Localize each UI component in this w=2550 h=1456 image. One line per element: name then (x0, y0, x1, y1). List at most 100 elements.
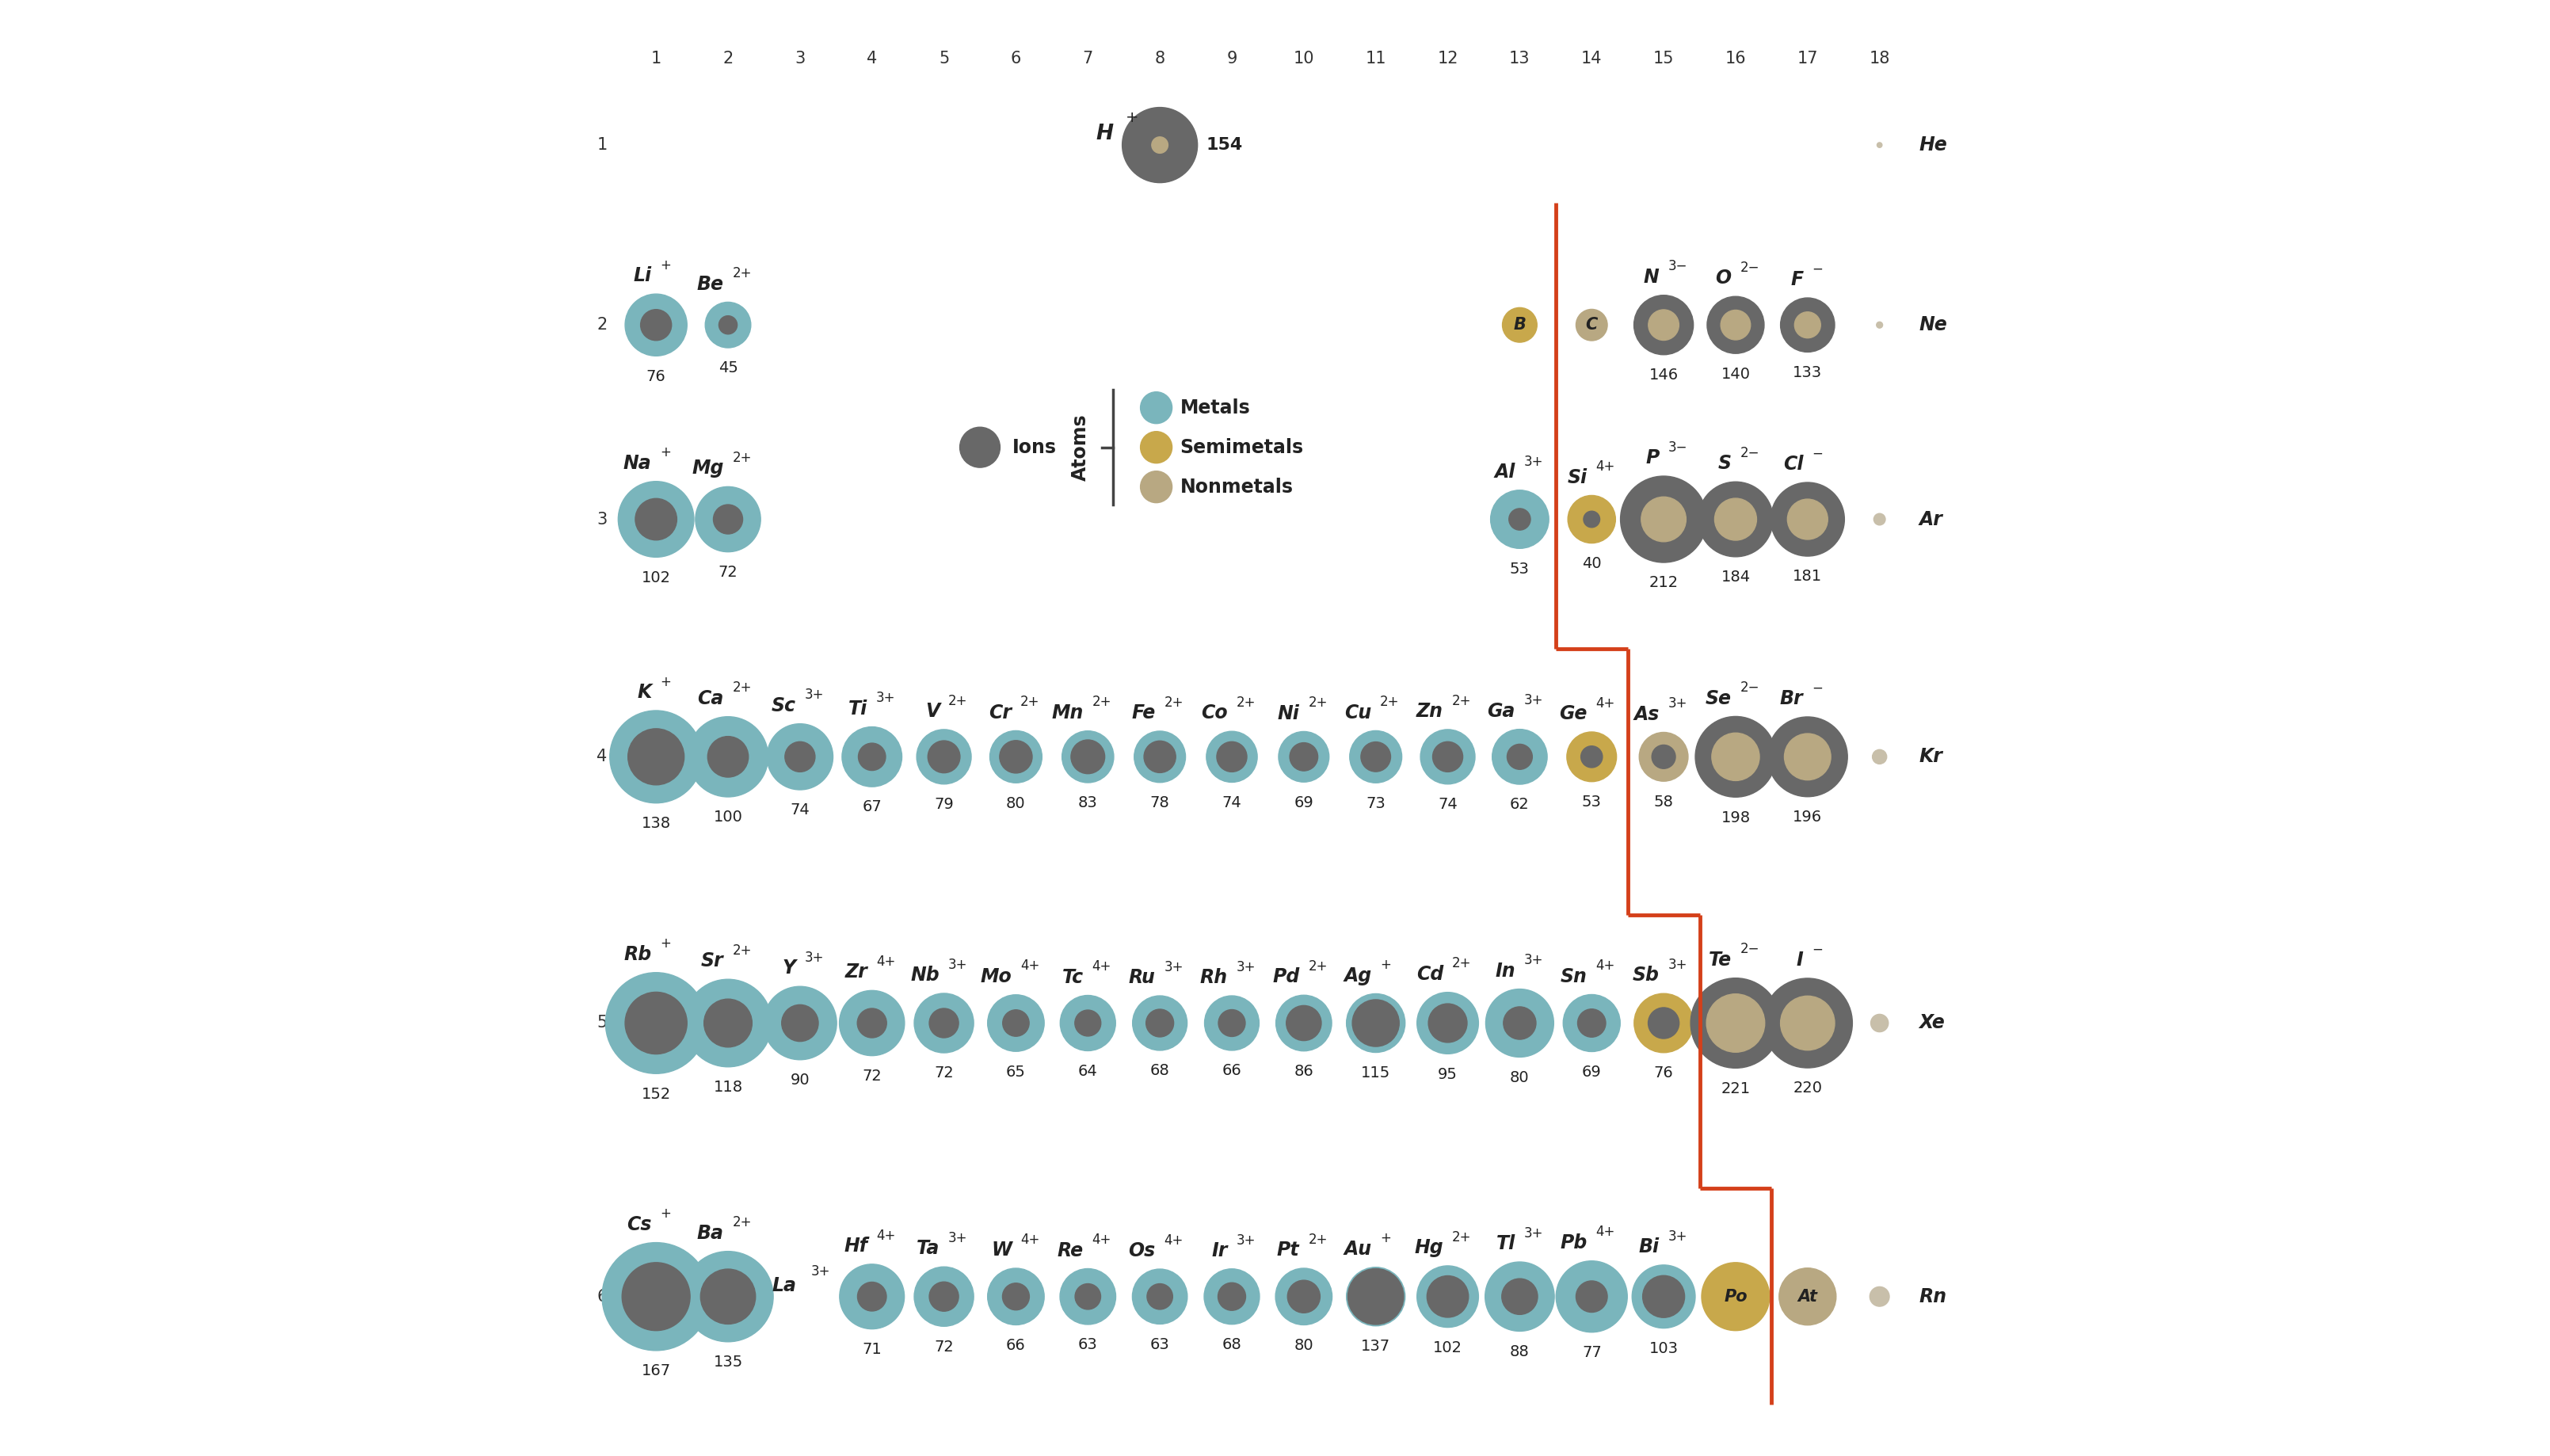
Text: 4+: 4+ (1020, 1232, 1040, 1246)
Circle shape (706, 303, 750, 348)
Circle shape (1061, 996, 1114, 1051)
Text: 69: 69 (1581, 1064, 1601, 1079)
Circle shape (683, 1251, 773, 1342)
Text: Sn: Sn (1561, 967, 1586, 986)
Circle shape (1076, 1010, 1102, 1037)
Text: Ag: Ag (1344, 967, 1372, 986)
Text: 2−: 2− (1739, 680, 1759, 695)
Text: 137: 137 (1362, 1340, 1390, 1354)
Text: 76: 76 (645, 368, 666, 384)
Text: 80: 80 (1293, 1338, 1313, 1353)
Text: Ni: Ni (1278, 703, 1300, 722)
Circle shape (987, 994, 1043, 1051)
Text: Pt: Pt (1278, 1241, 1300, 1259)
Text: Pb: Pb (1561, 1233, 1586, 1252)
Text: O: O (1716, 269, 1731, 288)
Text: 2+: 2+ (949, 693, 966, 708)
Circle shape (1352, 1000, 1400, 1047)
Circle shape (1288, 1280, 1321, 1313)
Text: Metals: Metals (1181, 399, 1250, 418)
Circle shape (617, 482, 694, 558)
Text: 64: 64 (1079, 1064, 1096, 1079)
Circle shape (1418, 993, 1479, 1054)
Text: −: − (1813, 681, 1823, 696)
Text: Pd: Pd (1272, 968, 1300, 987)
Circle shape (1785, 734, 1831, 780)
Text: 63: 63 (1150, 1337, 1170, 1353)
Text: Atoms: Atoms (1071, 414, 1091, 480)
Text: 88: 88 (1510, 1344, 1530, 1360)
Circle shape (1578, 1009, 1606, 1037)
Text: 138: 138 (643, 815, 671, 831)
Text: 2+: 2+ (1308, 1232, 1329, 1246)
Text: 196: 196 (1793, 810, 1823, 824)
Text: 72: 72 (719, 565, 737, 579)
Circle shape (915, 1267, 974, 1326)
Text: 3+: 3+ (1237, 960, 1255, 974)
Circle shape (1206, 731, 1257, 782)
Text: 79: 79 (933, 796, 954, 812)
Text: 67: 67 (862, 799, 882, 815)
Circle shape (841, 727, 903, 786)
Text: 4+: 4+ (877, 955, 895, 968)
Text: 4+: 4+ (1596, 696, 1614, 711)
Text: 2+: 2+ (732, 451, 752, 464)
Circle shape (1872, 750, 1887, 764)
Circle shape (1418, 1265, 1479, 1328)
Text: Semimetals: Semimetals (1181, 438, 1303, 457)
Circle shape (635, 498, 676, 540)
Text: 13: 13 (1510, 51, 1530, 67)
Circle shape (1640, 732, 1688, 782)
Circle shape (1767, 716, 1849, 796)
Text: 3−: 3− (1668, 259, 1688, 274)
Circle shape (1701, 1262, 1770, 1331)
Circle shape (1135, 731, 1186, 782)
Text: 4: 4 (867, 51, 877, 67)
Text: Y: Y (783, 958, 796, 978)
Text: 14: 14 (1581, 51, 1601, 67)
Circle shape (1275, 1268, 1331, 1325)
Text: 4+: 4+ (877, 1229, 895, 1242)
Text: 2+: 2+ (1308, 696, 1329, 711)
Text: +: + (1125, 111, 1140, 125)
Circle shape (1132, 1270, 1188, 1324)
Circle shape (959, 427, 1000, 467)
Text: He: He (1920, 135, 1948, 154)
Text: 62: 62 (1510, 798, 1530, 812)
Text: 3+: 3+ (949, 958, 966, 971)
Text: 2−: 2− (1739, 446, 1759, 460)
Text: 1: 1 (650, 51, 660, 67)
Circle shape (987, 1268, 1043, 1325)
Text: Sb: Sb (1632, 965, 1660, 984)
Circle shape (1153, 137, 1168, 153)
Circle shape (1584, 511, 1599, 527)
Circle shape (915, 993, 974, 1053)
Text: 2+: 2+ (1380, 695, 1400, 709)
Text: Ta: Ta (915, 1239, 938, 1258)
Circle shape (1795, 312, 1821, 338)
Text: 76: 76 (1655, 1066, 1673, 1080)
Text: 4+: 4+ (1165, 1233, 1183, 1248)
Circle shape (688, 716, 768, 796)
Circle shape (1000, 741, 1033, 773)
Text: V: V (926, 702, 938, 721)
Circle shape (1877, 143, 1882, 147)
Text: Tl: Tl (1497, 1235, 1515, 1254)
Circle shape (1278, 731, 1329, 782)
Text: B: B (1512, 317, 1525, 333)
Text: +: + (660, 258, 671, 272)
Text: 4+: 4+ (1091, 1233, 1112, 1248)
Circle shape (1140, 472, 1173, 502)
Circle shape (915, 729, 972, 785)
Circle shape (1762, 978, 1851, 1067)
Circle shape (1647, 1008, 1678, 1038)
Circle shape (1632, 1265, 1696, 1328)
Circle shape (1568, 495, 1617, 543)
Circle shape (785, 741, 816, 772)
Circle shape (1780, 298, 1833, 352)
Text: Os: Os (1130, 1242, 1155, 1261)
Text: Po: Po (1724, 1289, 1747, 1305)
Text: 212: 212 (1650, 575, 1678, 591)
Text: La: La (773, 1277, 796, 1296)
Text: 7: 7 (1084, 51, 1094, 67)
